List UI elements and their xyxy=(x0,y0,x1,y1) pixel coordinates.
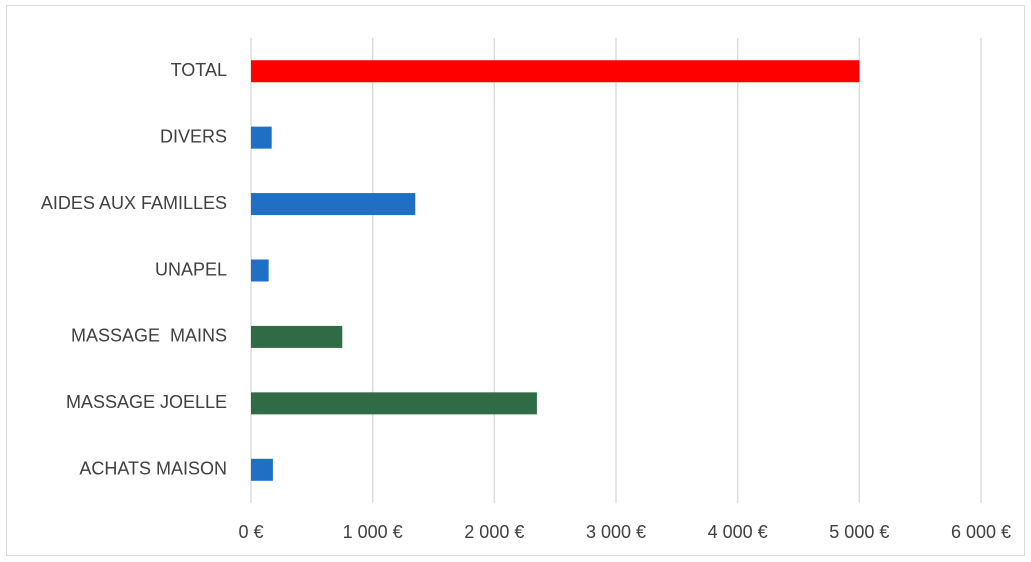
bar xyxy=(251,325,343,348)
category-label: UNAPEL xyxy=(155,259,227,279)
bar xyxy=(251,193,416,216)
category-labels: TOTAL DIVERS AIDES AUX FAMILLES UNAPEL MASSA… xyxy=(41,60,227,479)
bar xyxy=(251,458,273,481)
bar xyxy=(251,392,537,415)
gridlines xyxy=(250,38,982,503)
x-tick-labels: 0 € 1 000 € 2 000 € 3 000 € 4 000 € 5 000 € 6 … xyxy=(238,522,1011,542)
bar xyxy=(251,60,860,83)
x-tick-label: 2 000 € xyxy=(464,522,524,542)
x-tick-label: 4 000 € xyxy=(708,522,768,542)
category-label: AIDES AUX FAMILLES xyxy=(41,193,227,213)
category-label: MASSAGE MAINS xyxy=(71,326,227,346)
x-tick-label: 5 000 € xyxy=(829,522,889,542)
category-label: DIVERS xyxy=(160,126,227,146)
x-tick-label: 3 000 € xyxy=(586,522,646,542)
chart-frame xyxy=(6,5,1025,556)
bar xyxy=(251,126,272,149)
bars xyxy=(251,60,860,481)
category-label: ACHATS MAISON xyxy=(79,459,227,479)
category-label: MASSAGE JOELLE xyxy=(66,392,227,412)
x-tick-label: 0 € xyxy=(238,522,263,542)
bar xyxy=(251,259,269,282)
x-tick-label: 1 000 € xyxy=(343,522,403,542)
category-label: TOTAL xyxy=(171,60,227,80)
x-tick-label: 6 000 € xyxy=(951,522,1011,542)
